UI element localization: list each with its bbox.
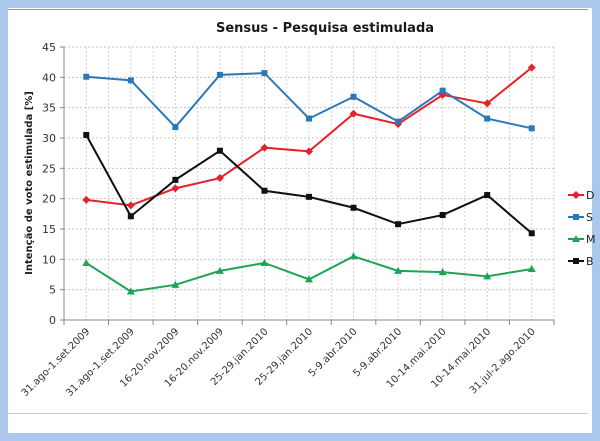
data-point — [126, 201, 135, 210]
data-point — [349, 109, 358, 118]
y-tick-label: 15 — [42, 223, 56, 236]
y-axis-label: Intenção de voto estimulada [%] — [24, 91, 35, 275]
legend-item-m: M — [568, 233, 596, 246]
y-tick-labels: 0 5 10 15 20 25 30 35 40 45 — [42, 41, 56, 327]
y-tick-label: 10 — [42, 253, 56, 266]
data-point — [216, 147, 223, 154]
y-tick-label: 5 — [49, 284, 56, 297]
data-point — [395, 221, 402, 228]
data-point — [82, 258, 91, 266]
y-tick-label: 0 — [49, 314, 56, 327]
chart-title: Sensus - Pesquisa estimulada — [216, 21, 434, 36]
legend-label: S — [586, 211, 593, 224]
data-point — [438, 268, 447, 276]
data-point — [260, 143, 269, 152]
y-tick-label: 35 — [42, 102, 56, 115]
data-point — [171, 184, 180, 193]
series-m — [82, 252, 536, 295]
data-point — [127, 77, 134, 84]
series-b — [83, 131, 535, 237]
data-point — [261, 70, 268, 77]
data-point — [439, 212, 446, 219]
data-point — [439, 87, 446, 94]
data-point — [215, 266, 224, 274]
data-point — [172, 176, 179, 183]
legend-label: M — [586, 233, 596, 246]
data-point — [484, 115, 491, 122]
series-line — [85, 255, 532, 293]
data-point — [395, 118, 402, 125]
data-point — [484, 192, 491, 199]
series-lines — [82, 63, 536, 295]
legend-item-d: D — [568, 189, 594, 202]
data-point — [573, 214, 579, 220]
data-point — [483, 272, 492, 280]
y-tick-label: 30 — [42, 132, 56, 145]
data-point — [483, 99, 492, 108]
data-point — [172, 124, 179, 131]
axes — [60, 46, 555, 325]
data-point — [573, 258, 579, 264]
x-tick-labels: 31.ago-1.set.200931.ago-1.set.200916-20.… — [20, 326, 538, 399]
y-tick-label: 45 — [42, 41, 56, 54]
data-point — [83, 73, 90, 80]
y-tick-label: 40 — [42, 71, 56, 84]
data-point — [82, 195, 91, 204]
chart-area — [8, 9, 588, 414]
data-point — [349, 252, 358, 260]
legend-label: D — [586, 189, 594, 202]
data-point — [83, 131, 90, 138]
data-point — [527, 265, 536, 273]
data-point — [216, 71, 223, 78]
data-point — [305, 147, 313, 156]
data-point — [350, 93, 357, 100]
data-point — [127, 213, 134, 220]
data-point — [126, 287, 135, 295]
data-point — [215, 174, 224, 183]
data-point — [306, 193, 312, 200]
y-tick-label: 25 — [42, 162, 56, 175]
data-point — [572, 191, 580, 199]
legend-item-s: S — [568, 211, 593, 224]
data-point — [572, 235, 580, 242]
y-tick-label: 20 — [42, 193, 56, 206]
data-point — [527, 63, 536, 72]
data-point — [394, 266, 403, 274]
legend-item-b: B — [568, 255, 594, 268]
series-s — [83, 70, 535, 132]
data-point — [306, 115, 312, 122]
data-point — [305, 275, 313, 283]
data-point — [528, 230, 535, 237]
data-point — [171, 280, 180, 288]
series-d — [82, 63, 536, 210]
legend-label: B — [586, 255, 594, 268]
data-point — [261, 187, 268, 194]
data-point — [260, 258, 269, 266]
data-point — [528, 125, 535, 132]
data-point — [350, 204, 357, 211]
